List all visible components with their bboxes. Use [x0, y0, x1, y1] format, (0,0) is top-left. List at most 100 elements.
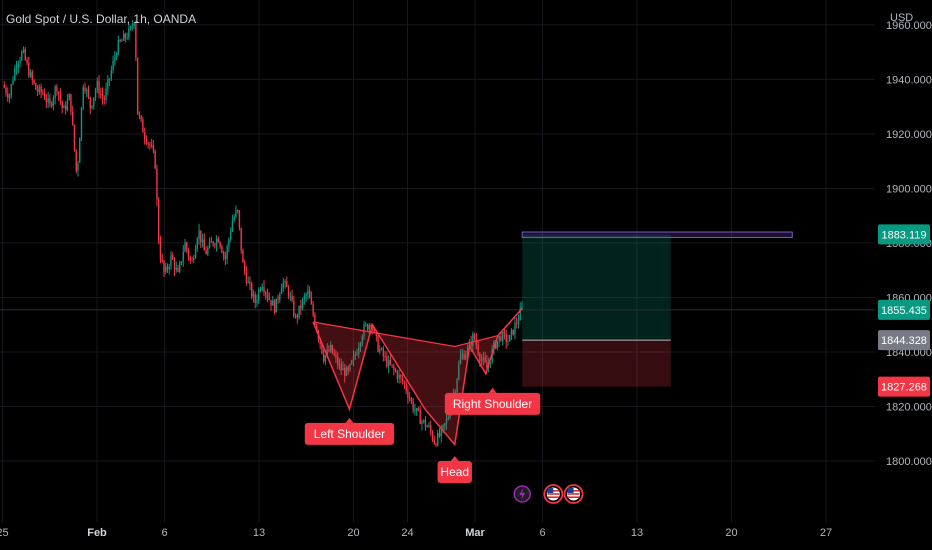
- candle-body: [159, 242, 162, 259]
- candle-body: [17, 63, 19, 68]
- candle-body: [79, 138, 81, 163]
- y-tick-label: 1920.000: [886, 129, 932, 141]
- price-badge-bg: [878, 224, 930, 245]
- candle-body: [275, 298, 277, 313]
- candle-body: [222, 252, 225, 255]
- candle-body: [179, 262, 181, 272]
- candle-body: [508, 334, 511, 342]
- candle-body: [291, 295, 293, 301]
- candle-body: [242, 250, 244, 263]
- candle-body: [5, 87, 7, 94]
- candle-body: [349, 364, 351, 371]
- candle-body: [15, 67, 18, 69]
- candle-body: [342, 368, 344, 371]
- candle-body: [33, 79, 35, 84]
- candle-body: [340, 364, 342, 371]
- candle-body: [194, 248, 197, 259]
- candle-body: [312, 304, 314, 315]
- candle-body: [49, 98, 51, 104]
- candle-body: [191, 260, 193, 262]
- candle-body: [201, 239, 204, 243]
- candle-body: [180, 261, 183, 263]
- pattern-label-text: Left Shoulder: [314, 427, 385, 441]
- candle-body: [203, 239, 206, 251]
- candle-body: [63, 106, 65, 109]
- candle-body: [286, 281, 288, 288]
- candle-body: [107, 79, 109, 89]
- candle-body: [133, 23, 135, 26]
- pattern-label-pointer: [345, 417, 354, 423]
- candle-body: [252, 294, 255, 297]
- candle-body: [473, 334, 476, 340]
- candle-body: [229, 231, 232, 240]
- candle-body: [289, 295, 292, 297]
- candle-body: [298, 305, 300, 318]
- candle-body: [368, 324, 370, 330]
- candle-body: [437, 432, 439, 446]
- candle-body: [444, 423, 446, 425]
- candle-body: [245, 271, 248, 283]
- candle-body: [445, 419, 448, 424]
- candle-body: [480, 359, 483, 361]
- candle-body: [263, 286, 265, 293]
- candle-body: [407, 390, 409, 398]
- candle-body: [208, 241, 211, 248]
- candle-body: [266, 293, 269, 298]
- candle-body: [126, 37, 128, 39]
- candle-body: [156, 168, 158, 200]
- candle-body: [138, 114, 141, 116]
- candle-body: [75, 149, 77, 172]
- candle-body: [129, 26, 132, 29]
- candle-body: [105, 88, 107, 100]
- candle-body: [459, 355, 462, 364]
- candle-body: [165, 267, 167, 272]
- candle-body: [212, 241, 214, 245]
- candle-body: [236, 210, 239, 212]
- candle-body: [449, 413, 451, 418]
- y-tick-label: 1820.000: [886, 401, 932, 413]
- candle-body: [31, 72, 34, 80]
- candle-body: [308, 290, 311, 299]
- candle-body: [221, 246, 223, 253]
- candle-body: [231, 220, 234, 232]
- candle-body: [514, 323, 516, 335]
- candle-body: [361, 336, 363, 344]
- pattern-label-text: Head: [440, 465, 469, 479]
- candle-body: [38, 86, 41, 92]
- price-badge: 1827.268: [878, 376, 930, 397]
- candle-body: [68, 94, 70, 101]
- candle-body: [500, 335, 502, 341]
- candle-body: [119, 39, 121, 42]
- candle-body: [87, 89, 90, 98]
- candle-body: [91, 105, 93, 109]
- candle-body: [52, 97, 55, 106]
- candle-body: [430, 425, 432, 432]
- pattern-label-bg: [444, 392, 541, 415]
- candle-body: [415, 408, 418, 411]
- candle-body: [398, 374, 400, 379]
- candle-body: [29, 72, 32, 77]
- price-badge-bg: [878, 330, 930, 351]
- candle-body: [314, 314, 316, 326]
- candle-body: [447, 417, 449, 420]
- candle-body: [377, 335, 379, 352]
- y-tick-label: 1900.000: [886, 183, 932, 195]
- candle-body: [96, 81, 98, 91]
- candle-body: [440, 428, 442, 437]
- candle-body: [424, 420, 427, 427]
- candle-body: [3, 84, 5, 88]
- plot-area: [0, 19, 875, 448]
- candle-body: [47, 98, 49, 103]
- candle-body: [150, 145, 153, 147]
- candle-body: [72, 111, 74, 125]
- candle-body: [335, 355, 337, 357]
- price-badge-label: 1883.119: [881, 229, 926, 241]
- candle-body: [182, 251, 184, 262]
- candle-body: [147, 143, 149, 145]
- candle-body: [470, 341, 472, 347]
- candle-body: [512, 329, 514, 335]
- x-tick-label: 27: [820, 527, 832, 539]
- candle-body: [143, 132, 146, 139]
- candle-body: [161, 258, 163, 261]
